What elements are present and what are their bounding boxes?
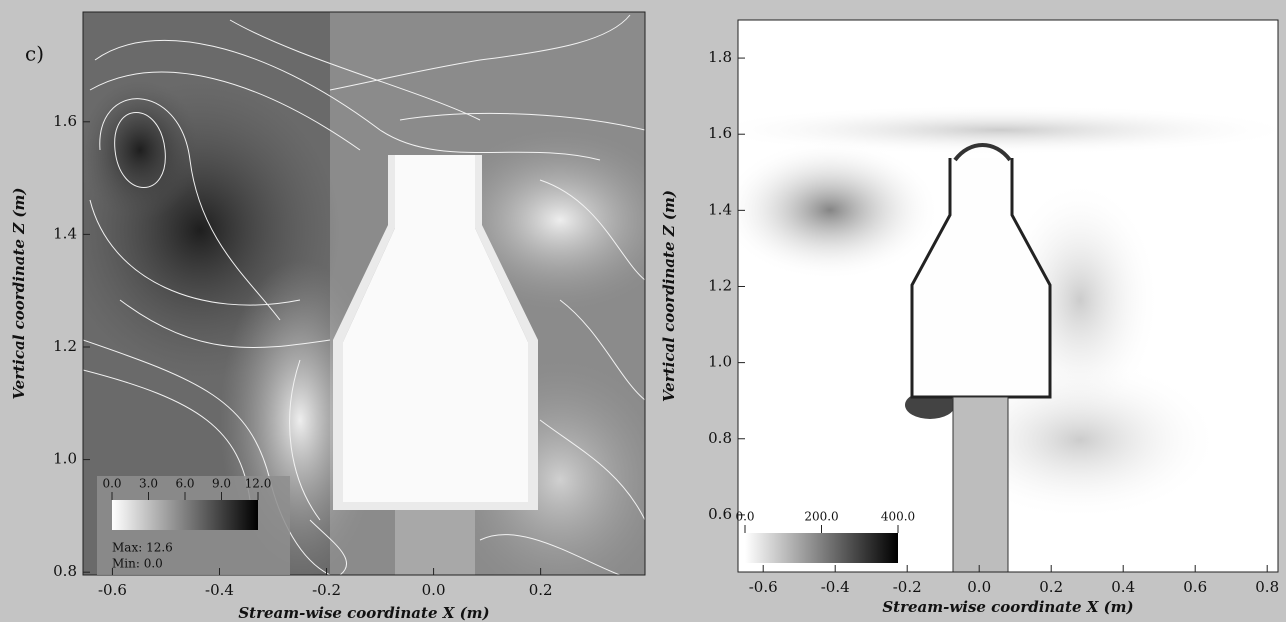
colorbar-tick-label: 0.0	[735, 510, 754, 524]
y-tick-label: 1.6	[53, 112, 77, 130]
y-tick-label: 1.4	[708, 200, 732, 218]
y-tick-label: 1.6	[708, 124, 732, 142]
x-axis-label: Stream-wise coordinate X (m)	[238, 604, 489, 622]
x-tick-label: -0.6	[749, 578, 778, 596]
y-tick-label: 0.8	[53, 562, 77, 580]
x-tick-label: -0.6	[98, 581, 127, 599]
colorbar	[745, 533, 898, 563]
x-tick-label: 0.2	[529, 581, 553, 599]
y-tick-label: 1.2	[708, 276, 732, 294]
y-tick-label: 1.0	[708, 353, 732, 371]
x-tick-label: 0.8	[1255, 578, 1279, 596]
figure: c) -0.6 -0.4 -0.2 0.0 0.2 0.8 1.0 1.2 1.4 1.6 Stre…	[0, 0, 1286, 622]
x-axis-label: Stream-wise coordinate X (m)	[882, 598, 1133, 616]
colorbar-tick-label: 400.0	[881, 510, 915, 524]
panel-label: c)	[25, 42, 44, 66]
y-tick-label: 1.2	[53, 337, 77, 355]
y-axis-label: Vertical coordinate Z (m)	[10, 188, 28, 400]
annotation: Max: 12.6	[112, 541, 173, 555]
colorbar-tick-label: 0.0	[102, 477, 121, 491]
field-right	[700, 20, 1286, 572]
y-tick-label: 0.6	[708, 505, 732, 523]
colorbar-tick-label: 3.0	[139, 477, 158, 491]
colorbar-tick-label: 9.0	[212, 477, 231, 491]
x-tick-label: -0.4	[821, 578, 850, 596]
annotation: Min: 0.0	[112, 557, 163, 571]
x-tick-label: 0.4	[1111, 578, 1135, 596]
y-tick-label: 0.8	[708, 429, 732, 447]
x-tick-label: -0.2	[893, 578, 922, 596]
x-tick-label: -0.4	[205, 581, 234, 599]
x-tick-label: 0.6	[1183, 578, 1207, 596]
x-tick-label: 0.0	[967, 578, 991, 596]
y-tick-label: 1.4	[53, 224, 77, 242]
colorbar-tick-label: 6.0	[175, 477, 194, 491]
y-axis-label: Vertical coordinate Z (m)	[660, 190, 678, 402]
y-tick-label: 1.8	[708, 48, 732, 66]
colorbar-tick-label: 12.0	[245, 477, 272, 491]
y-tick-label: 1.0	[53, 450, 77, 468]
colorbar-tick-label: 200.0	[804, 510, 838, 524]
colorbar	[112, 500, 258, 530]
x-tick-label: 0.2	[1039, 578, 1063, 596]
x-tick-label: -0.2	[312, 581, 341, 599]
x-tick-label: 0.0	[422, 581, 446, 599]
